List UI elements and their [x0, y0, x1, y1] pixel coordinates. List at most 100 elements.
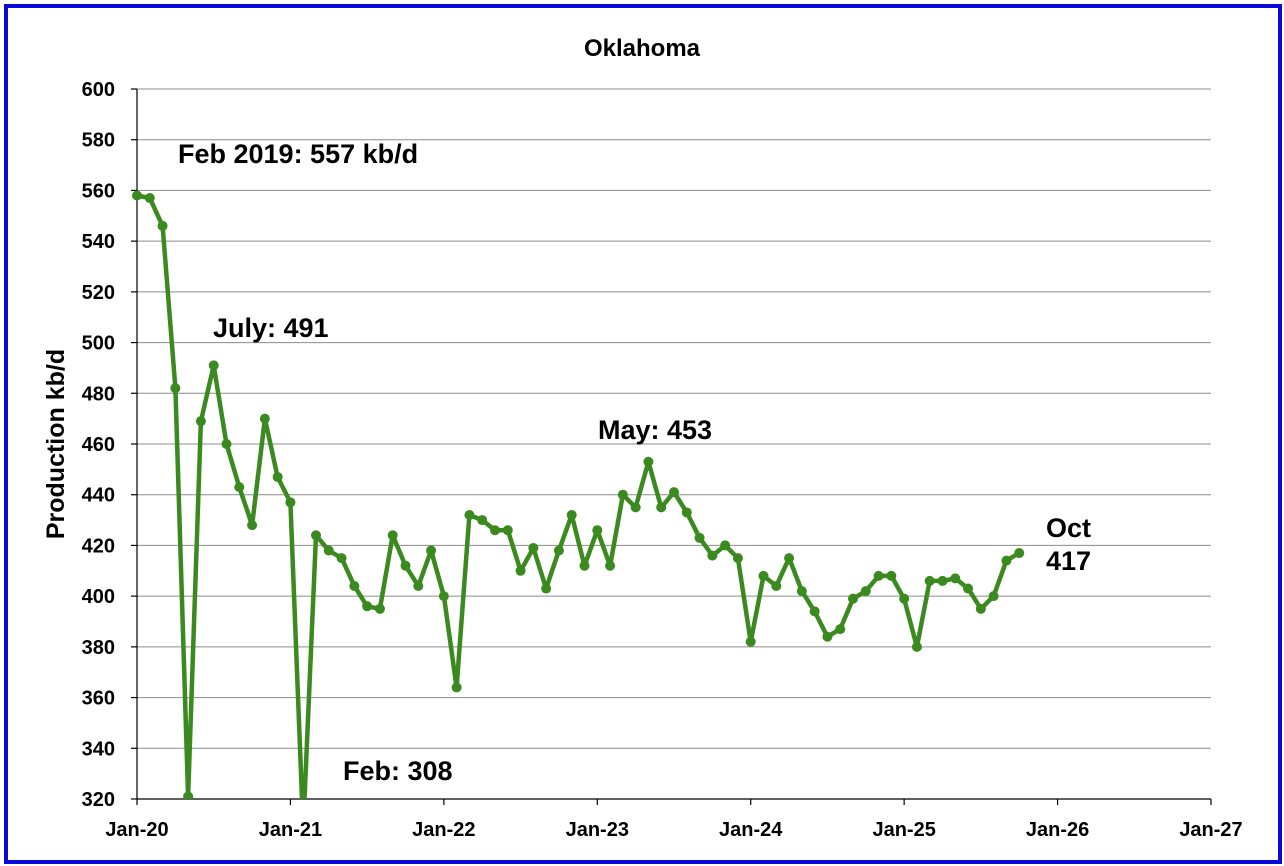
- data-point: [183, 791, 194, 799]
- annotation-oct: Oct: [1046, 513, 1091, 543]
- data-point: [362, 601, 373, 612]
- annotations: Feb 2019: 557 kb/d July: 491 May: 453 Fe…: [178, 139, 1091, 786]
- data-point: [822, 631, 833, 642]
- data-point: [643, 456, 654, 467]
- data-point: [195, 416, 206, 427]
- x-tick-label: Jan-27: [1179, 819, 1242, 841]
- y-axis-label: Production kb/d: [42, 349, 70, 539]
- data-point: [758, 570, 769, 581]
- x-tick-label: Jan-20: [105, 819, 168, 841]
- data-point: [707, 550, 718, 561]
- data-point: [221, 439, 232, 449]
- data-point: [873, 570, 884, 581]
- data-point: [528, 542, 539, 553]
- data-point: [311, 530, 321, 541]
- y-tick-label: 340: [82, 738, 115, 760]
- data-point: [400, 560, 411, 571]
- data-point: [170, 383, 181, 394]
- y-tick-label: 560: [82, 180, 115, 202]
- data-point: [285, 497, 296, 508]
- y-tick-label: 320: [82, 789, 115, 811]
- data-point: [349, 581, 360, 591]
- annotation-oct-value: 417: [1046, 546, 1091, 576]
- data-point: [886, 570, 897, 581]
- y-tick-label: 380: [82, 637, 115, 659]
- data-point: [681, 507, 692, 518]
- data-point: [144, 193, 155, 204]
- x-tick-labels: Jan-20 Jan-21 Jan-22 Jan-23 Jan-24 Jan-25 Jan-…: [105, 819, 1242, 841]
- data-point: [963, 583, 974, 594]
- data-point: [937, 575, 948, 586]
- chart-title: Oklahoma: [584, 35, 701, 62]
- chart-frame: [4, 4, 1282, 864]
- axes: [131, 88, 1212, 805]
- y-tick-label: 500: [82, 333, 115, 355]
- data-point: [502, 525, 513, 536]
- data-point: [745, 636, 756, 647]
- data-point: [438, 591, 449, 602]
- data-point: [157, 220, 168, 231]
- data-point: [911, 641, 922, 652]
- annotation-feb-2019: Feb 2019: 557 kb/d: [178, 139, 418, 169]
- y-tick-label: 540: [82, 231, 115, 253]
- y-tick-label: 480: [82, 383, 115, 405]
- data-point: [541, 583, 552, 594]
- data-point: [464, 510, 475, 520]
- data-point: [771, 581, 782, 591]
- data-point: [899, 593, 910, 604]
- y-tick-labels: 320 340 360 380 400 420 440 460 480 500 520 540 560 5…: [82, 79, 115, 811]
- data-point: [208, 360, 219, 371]
- x-tick-label: Jan-21: [259, 819, 322, 841]
- y-tick-label: 580: [82, 130, 115, 152]
- series-line: [136, 193, 1021, 799]
- y-tick-label: 460: [82, 434, 115, 456]
- data-point: [656, 502, 667, 513]
- y-tick-label: 600: [82, 79, 115, 101]
- x-tick-label: Jan-23: [566, 819, 629, 841]
- data-point: [694, 532, 705, 543]
- y-tick-label: 420: [82, 535, 115, 557]
- data-point: [988, 591, 999, 602]
- data-point: [247, 520, 258, 531]
- data-point: [924, 575, 935, 586]
- data-point: [553, 545, 564, 556]
- data-point: [1014, 548, 1025, 559]
- y-tick-label: 520: [82, 282, 115, 304]
- data-point: [490, 525, 500, 536]
- data-point: [848, 593, 858, 604]
- data-point: [592, 525, 603, 536]
- x-tick-label: Jan-26: [1026, 819, 1089, 841]
- data-point: [272, 471, 283, 482]
- annotation-may: May: 453: [598, 415, 712, 445]
- data-point: [323, 545, 334, 556]
- data-point: [784, 553, 795, 564]
- data-point: [515, 565, 526, 576]
- data-point: [413, 581, 424, 591]
- series-production: [132, 190, 1025, 799]
- data-point: [234, 482, 245, 493]
- data-point: [451, 682, 462, 693]
- data-point: [809, 606, 820, 617]
- data-point: [132, 190, 142, 201]
- grid-lines: [137, 88, 1211, 749]
- data-point: [477, 515, 488, 526]
- x-tick-label: Jan-22: [412, 819, 475, 841]
- x-tick-label: Jan-24: [719, 819, 783, 841]
- annotation-july: July: 491: [213, 313, 329, 343]
- y-tick-label: 440: [82, 485, 115, 507]
- data-point: [669, 487, 679, 498]
- data-point: [732, 553, 743, 564]
- data-point: [336, 553, 347, 564]
- y-tick-label: 360: [82, 688, 115, 710]
- data-point: [720, 540, 731, 551]
- data-point: [605, 560, 616, 571]
- data-point: [950, 573, 961, 584]
- data-point: [796, 586, 807, 597]
- data-point: [374, 603, 385, 614]
- y-tick-label: 400: [82, 586, 115, 608]
- data-point: [835, 624, 846, 635]
- data-point: [630, 502, 641, 513]
- data-point: [860, 586, 871, 597]
- data-point: [579, 560, 590, 571]
